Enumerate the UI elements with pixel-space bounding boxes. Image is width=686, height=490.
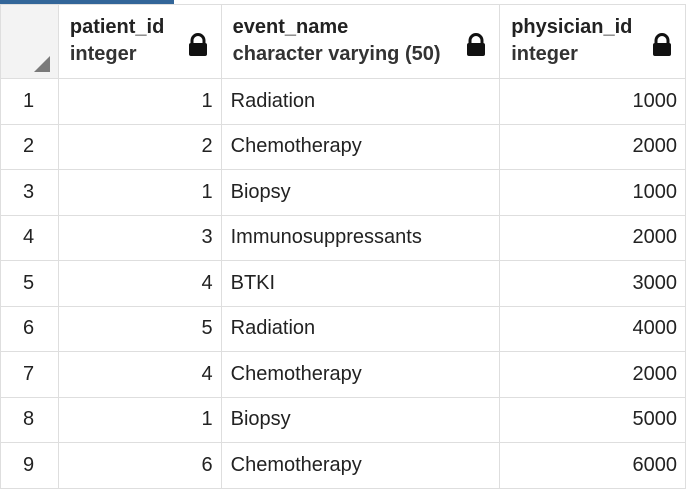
column-name: physician_id xyxy=(511,16,633,38)
cell-event-name[interactable]: Biopsy xyxy=(220,169,501,216)
cell-event-name[interactable]: Radiation xyxy=(220,78,501,125)
cell-event-name[interactable]: Radiation xyxy=(220,305,501,352)
cell-patient-id[interactable]: 1 xyxy=(57,78,222,125)
cell-event-name[interactable]: Chemotherapy xyxy=(220,351,501,398)
cell-physician-id[interactable]: 5000 xyxy=(499,396,686,443)
cell-event-name[interactable]: Chemotherapy xyxy=(220,123,501,170)
cell-patient-id[interactable]: 1 xyxy=(57,396,222,443)
cell-physician-id[interactable]: 2000 xyxy=(499,214,686,261)
column-header-physician-id[interactable]: physician_id integer xyxy=(499,4,686,79)
header-row: patient_id integer event_name character … xyxy=(0,4,686,79)
active-tab-indicator xyxy=(0,0,174,4)
column-type: character varying (50) xyxy=(232,43,441,65)
cell-event-name[interactable]: Immunosuppressants xyxy=(220,214,501,261)
column-type: integer xyxy=(511,43,578,65)
cell-patient-id[interactable]: 5 xyxy=(57,305,222,352)
cell-physician-id[interactable]: 1000 xyxy=(499,169,686,216)
row-number[interactable]: 8 xyxy=(0,396,59,443)
table-row[interactable]: 2 2 Chemotherapy 2000 xyxy=(0,123,686,170)
cell-physician-id[interactable]: 3000 xyxy=(499,260,686,307)
cell-patient-id[interactable]: 2 xyxy=(57,123,222,170)
cell-event-name[interactable]: BTKI xyxy=(220,260,501,307)
row-number[interactable]: 4 xyxy=(0,214,59,261)
cell-event-name[interactable]: Chemotherapy xyxy=(220,442,501,489)
cell-patient-id[interactable]: 4 xyxy=(57,260,222,307)
table-row[interactable]: 3 1 Biopsy 1000 xyxy=(0,169,686,216)
row-number[interactable]: 9 xyxy=(0,442,59,489)
cell-physician-id[interactable]: 6000 xyxy=(499,442,686,489)
select-all-triangle-icon[interactable] xyxy=(33,56,50,72)
table-row[interactable]: 5 4 BTKI 3000 xyxy=(0,260,686,307)
row-number[interactable]: 2 xyxy=(0,123,59,170)
lock-icon xyxy=(653,33,671,56)
row-number[interactable]: 5 xyxy=(0,260,59,307)
row-number[interactable]: 3 xyxy=(0,169,59,216)
column-type: integer xyxy=(69,43,137,65)
column-name: patient_id xyxy=(69,16,165,38)
data-output-grid: patient_id integer event_name character … xyxy=(0,4,686,489)
cell-event-name[interactable]: Biopsy xyxy=(220,396,501,443)
cell-patient-id[interactable]: 3 xyxy=(57,214,222,261)
lock-icon xyxy=(188,33,207,56)
column-header-patient-id[interactable]: patient_id integer xyxy=(57,4,222,79)
table-row[interactable]: 4 3 Immunosuppressants 2000 xyxy=(0,214,686,261)
lock-icon xyxy=(467,33,486,56)
table-row[interactable]: 9 6 Chemotherapy 6000 xyxy=(0,442,686,489)
cell-physician-id[interactable]: 4000 xyxy=(499,305,686,352)
select-all-corner[interactable] xyxy=(0,4,59,79)
cell-patient-id[interactable]: 1 xyxy=(57,169,222,216)
table-row[interactable]: 6 5 Radiation 4000 xyxy=(0,305,686,352)
cell-physician-id[interactable]: 2000 xyxy=(499,123,686,170)
table-row[interactable]: 1 1 Radiation 1000 xyxy=(0,78,686,125)
column-name: event_name xyxy=(232,16,349,38)
table-row[interactable]: 7 4 Chemotherapy 2000 xyxy=(0,351,686,398)
cell-physician-id[interactable]: 1000 xyxy=(499,78,686,125)
row-number[interactable]: 6 xyxy=(0,305,59,352)
row-number[interactable]: 1 xyxy=(0,78,59,125)
cell-patient-id[interactable]: 4 xyxy=(57,351,222,398)
cell-patient-id[interactable]: 6 xyxy=(57,442,222,489)
column-header-event-name[interactable]: event_name character varying (50) xyxy=(220,4,501,79)
cell-physician-id[interactable]: 2000 xyxy=(499,351,686,398)
row-number[interactable]: 7 xyxy=(0,351,59,398)
table-row[interactable]: 8 1 Biopsy 5000 xyxy=(0,396,686,443)
